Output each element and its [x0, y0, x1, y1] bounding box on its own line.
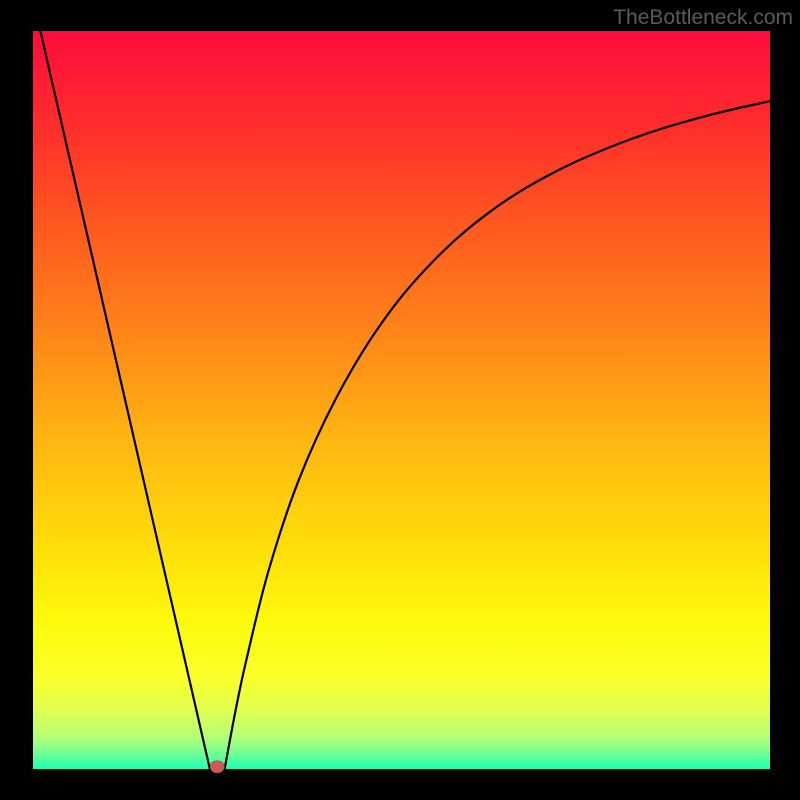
watermark-text: TheBottleneck.com [613, 6, 793, 30]
bottleneck-curve [40, 31, 770, 774]
curve-layer [0, 0, 800, 800]
chart-container: TheBottleneck.com [0, 0, 800, 800]
minimum-marker [210, 761, 224, 773]
